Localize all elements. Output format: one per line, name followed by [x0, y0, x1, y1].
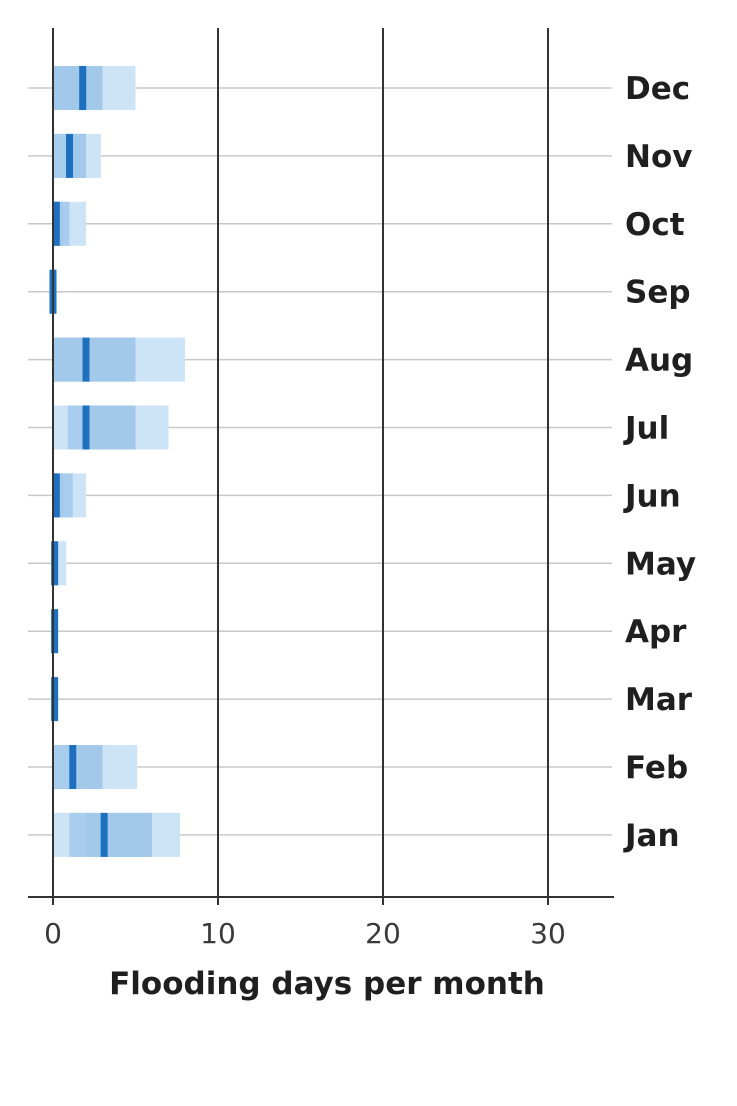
- bar-inner-range: [86, 812, 152, 857]
- bar-median-mark: [66, 133, 73, 178]
- month-label: Mar: [625, 682, 693, 718]
- bar-median-mark: [69, 745, 77, 789]
- month-label: Feb: [625, 750, 688, 786]
- bar-median-mark: [82, 337, 90, 382]
- bar-inner-range: [53, 337, 136, 382]
- bar-median-mark: [82, 405, 90, 450]
- x-tick-label: 0: [44, 917, 62, 950]
- month-label: Nov: [625, 139, 692, 175]
- bar-median-mark: [52, 473, 60, 518]
- x-tick-label: 10: [200, 917, 236, 950]
- month-label: Apr: [625, 614, 687, 650]
- month-label: Aug: [625, 343, 693, 379]
- month-label: Jan: [623, 818, 680, 854]
- bar-inner-range: [77, 745, 103, 789]
- month-label: Dec: [625, 71, 690, 107]
- bar-median-mark: [51, 677, 59, 722]
- bars: [49, 66, 185, 857]
- month-label: Jun: [623, 478, 681, 514]
- month-label: May: [625, 546, 696, 582]
- x-tick-label: 30: [530, 917, 566, 950]
- bar-inner-range: [53, 66, 103, 110]
- x-tick-label: 20: [365, 917, 401, 950]
- bar-inner-range: [82, 405, 136, 450]
- gridlines: [28, 87, 612, 836]
- month-label: Oct: [625, 207, 685, 243]
- bar-median-mark: [51, 609, 59, 654]
- labels: Dec Nov Oct Sep Aug Jul Jun May Apr Mar Feb Jan 0 10 2…: [44, 71, 696, 950]
- bar-median-mark: [79, 66, 87, 110]
- axes: [28, 28, 614, 905]
- month-label: Jul: [623, 411, 669, 447]
- bar-median-mark: [51, 541, 59, 586]
- bar-median-mark: [52, 201, 60, 246]
- x-axis-title: Flooding days per month: [109, 966, 545, 1002]
- month-label: Sep: [625, 275, 691, 311]
- bar-median-mark: [100, 812, 108, 857]
